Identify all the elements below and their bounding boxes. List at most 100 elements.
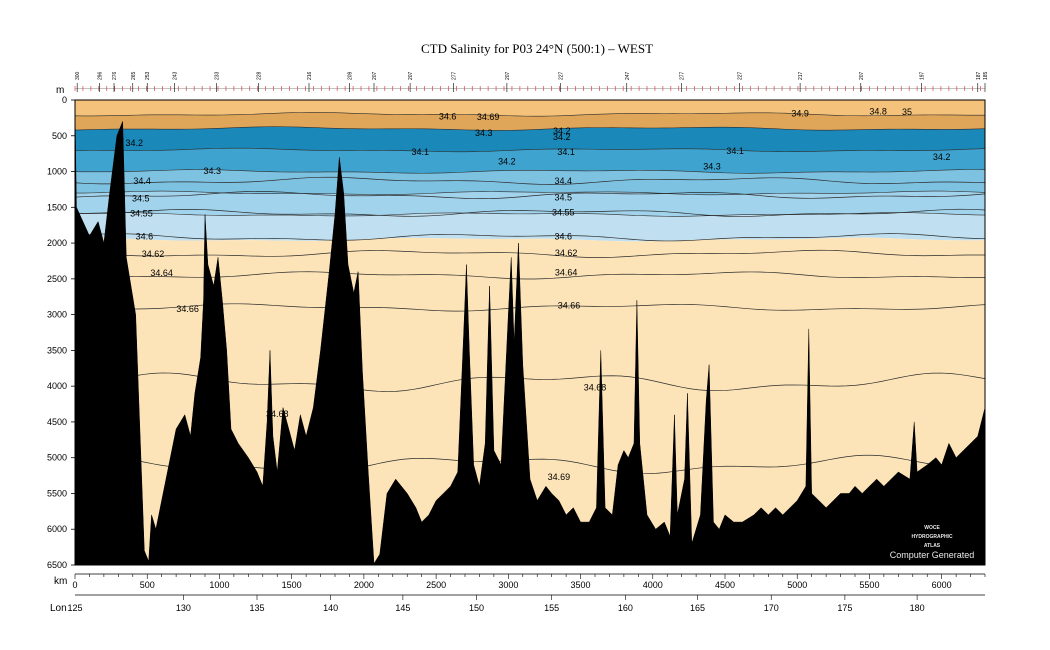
- salinity-band-6: [75, 212, 985, 242]
- contour-34.4: [75, 176, 985, 185]
- salinity-band-0: [75, 100, 985, 117]
- contour-label: 35: [902, 107, 912, 117]
- contour-label: 34.3: [703, 162, 721, 172]
- band-edge-4: [75, 190, 985, 196]
- contour-label: 34.3: [475, 128, 493, 138]
- distance-tick-label: 3000: [498, 580, 518, 590]
- contour-label: 34.9: [791, 109, 809, 119]
- longitude-tick-label: 180: [910, 603, 925, 613]
- longitude-label: Lon: [50, 603, 67, 614]
- station-label: 253: [145, 71, 151, 80]
- distance-tick-label: 6000: [932, 580, 952, 590]
- logo-line-2: HYDROGRAPHIC: [911, 534, 953, 540]
- longitude-tick-label: 150: [469, 603, 484, 613]
- depth-tick-label: 6000: [47, 524, 67, 534]
- distance-unit-label: km: [54, 576, 67, 587]
- contour-34.5: [75, 191, 985, 200]
- depth-tick-label: 0: [62, 95, 67, 105]
- station-label: 217: [798, 71, 804, 80]
- contour-label: 34.68: [266, 409, 289, 419]
- longitude-axis: 125 130 135 140 145 150 155 160 165 170 175 180: [67, 594, 985, 613]
- longitude-tick-label: 135: [249, 603, 264, 613]
- depth-tick-label: 1500: [47, 202, 67, 212]
- distance-tick-label: 1500: [282, 580, 302, 590]
- station-label: 296: [98, 71, 104, 80]
- distance-tick-label: 2000: [354, 580, 374, 590]
- band-edge-1: [75, 126, 985, 131]
- contour-label: 34.2: [553, 132, 571, 142]
- station-label: 277: [451, 71, 457, 80]
- distance-tick-label: 1000: [209, 580, 229, 590]
- contour-label: 34.2: [498, 157, 516, 167]
- contour-34.66: [75, 303, 985, 312]
- depth-tick-label: 5000: [47, 453, 67, 463]
- band-edge-5: [75, 212, 985, 217]
- contour-label: 34.66: [176, 304, 199, 314]
- longitude-tick-label: 165: [690, 603, 705, 613]
- contour-label: 34.5: [554, 192, 572, 202]
- station-label: 243: [173, 71, 179, 80]
- distance-tick-label: 4000: [643, 580, 663, 590]
- band-edge-2: [75, 147, 985, 153]
- contour-label: 34.62: [142, 249, 165, 259]
- station-label: 185: [983, 71, 989, 80]
- station-label: 207: [408, 71, 414, 80]
- contour-label: 34.8: [869, 106, 887, 116]
- contour-label: 34.55: [130, 209, 153, 219]
- longitude-tick-label: 125: [67, 603, 82, 613]
- contour-label: 34.5: [132, 194, 150, 204]
- longitude-tick-label: 175: [837, 603, 852, 613]
- longitude-tick-label: 140: [323, 603, 338, 613]
- salinity-band-2: [75, 126, 985, 152]
- computer-generated-credit: Computer Generated: [890, 550, 975, 560]
- contour-label: 34.2: [933, 152, 951, 162]
- woce-logo: WOCE HYDROGRAPHIC ATLAS: [911, 525, 953, 549]
- contour-label: 34.1: [726, 146, 744, 156]
- contour-lines: [75, 112, 985, 475]
- contour-label: 34.64: [555, 267, 578, 277]
- logo-line-3: ATLAS: [924, 543, 941, 549]
- contour-label: 34.2: [125, 138, 143, 148]
- station-label: 207: [505, 71, 511, 80]
- chart-title: CTD Salinity for P03 24°N (500:1) – WEST: [421, 41, 653, 56]
- band-edge-0: [75, 112, 985, 117]
- depth-unit-label: m: [56, 85, 64, 96]
- longitude-tick-label: 160: [618, 603, 633, 613]
- logo-line-1: WOCE: [924, 525, 940, 531]
- station-label: 227: [558, 71, 564, 80]
- depth-axis: 0 500 1000 1500 2000 2500 3000 3500 4000 4500 5000…: [47, 95, 75, 570]
- station-label: 207: [372, 71, 378, 80]
- station-label: 209: [347, 71, 353, 80]
- station-label: 277: [680, 71, 686, 80]
- contour-label: 34.62: [555, 248, 578, 258]
- station-label: 228: [256, 71, 262, 80]
- station-label: 197: [919, 71, 925, 80]
- station-label: 300: [75, 71, 81, 80]
- distance-tick-label: 3500: [571, 580, 591, 590]
- depth-tick-label: 1000: [47, 167, 67, 177]
- contour-34.6: [75, 233, 985, 242]
- depth-tick-label: 500: [52, 131, 67, 141]
- station-label: 227: [737, 71, 743, 80]
- depth-tick-label: 3000: [47, 310, 67, 320]
- contour-34.64: [75, 271, 985, 280]
- contour-label: 34.6: [439, 111, 457, 121]
- contour-label: 34.3: [203, 166, 221, 176]
- station-label: 233: [215, 71, 221, 80]
- depth-tick-label: 4500: [47, 417, 67, 427]
- contour-labels: 34.6 34.69 34.9 34.8 35 34.3 34.2 34.2 34.2 34.1 3…: [125, 106, 950, 482]
- contour-34.55: [75, 208, 985, 217]
- contour-label: 34.1: [411, 147, 429, 157]
- salinity-band-4: [75, 169, 985, 195]
- depth-tick-label: 4000: [47, 381, 67, 391]
- depth-tick-label: 2000: [47, 238, 67, 248]
- contour-label: 34.69: [548, 472, 571, 482]
- distance-tick-label: 5500: [859, 580, 879, 590]
- contour-label: 34.4: [133, 176, 151, 186]
- longitude-tick-label: 155: [544, 603, 559, 613]
- seafloor: [75, 107, 985, 565]
- longitude-tick-label: 170: [764, 603, 779, 613]
- station-label: 247: [625, 71, 631, 80]
- contour-label: 34.64: [150, 268, 173, 278]
